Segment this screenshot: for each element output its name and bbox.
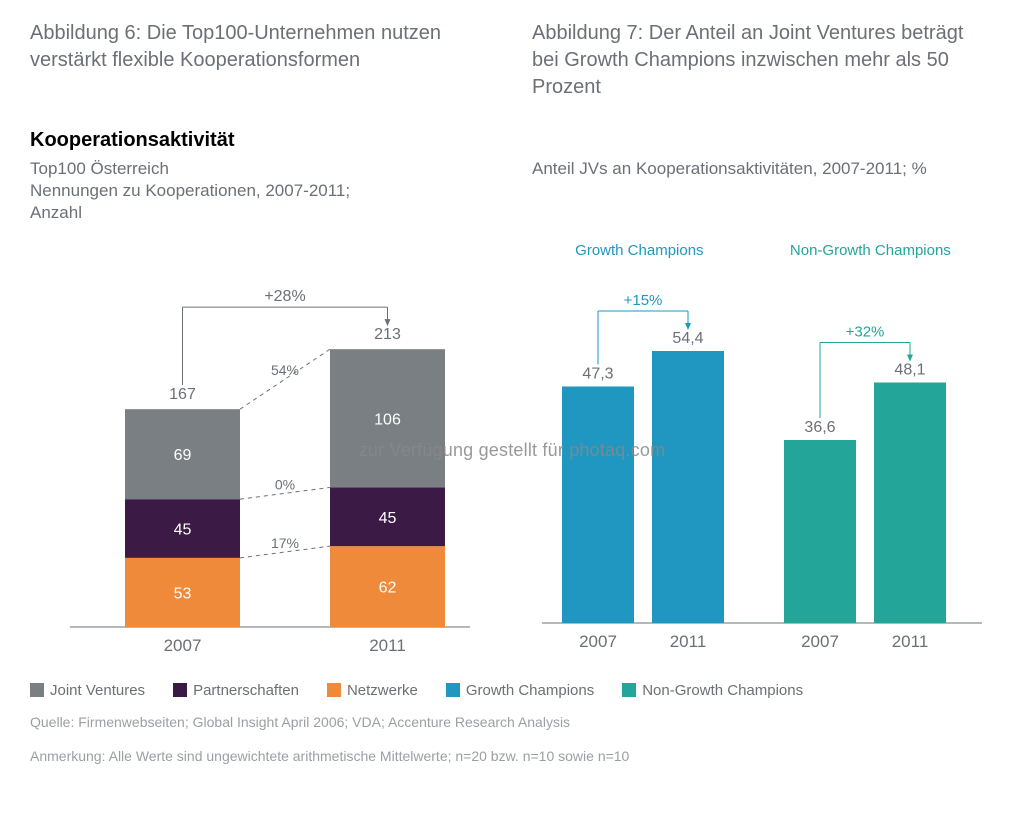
svg-text:54%: 54% [271, 362, 299, 378]
svg-text:2011: 2011 [670, 632, 707, 651]
legend-partnerships: Partnerschaften [173, 682, 299, 699]
legend-gc-label: Growth Champions [466, 682, 594, 699]
group-non-growth-champions-label: Non-Growth Champions [790, 242, 951, 259]
section-title: Kooperationsaktivität [30, 129, 994, 152]
figure7-chart: Growth Champions Non-Growth Champions 47… [532, 242, 994, 672]
svg-text:213: 213 [374, 326, 401, 343]
group-growth-champions-label: Growth Champions [575, 242, 703, 259]
legend-row: Joint Ventures Partnerschaften Netzwerke… [30, 682, 994, 699]
svg-text:48,1: 48,1 [894, 362, 925, 379]
figure7-subtitle: Anteil JVs an Kooperationsaktivitäten, 2… [532, 158, 994, 224]
figure6-subtitle: Top100 Österreich Nennungen zu Kooperati… [30, 158, 492, 224]
figure6-sub2: Nennungen zu Kooperationen, 2007-2011; [30, 181, 350, 200]
legend-pa-label: Partnerschaften [193, 682, 299, 699]
svg-text:+32%: +32% [846, 324, 885, 341]
figure6-title: Abbildung 6: Die Top100-Unternehmen nutz… [30, 20, 492, 101]
figure6-sub3: Anzahl [30, 203, 82, 222]
legend-growth-champions: Growth Champions [446, 682, 594, 699]
svg-text:36,6: 36,6 [804, 419, 835, 436]
svg-text:53: 53 [174, 586, 192, 603]
stacked-bar-svg: 53 45 69 167 2007 62 45 106 213 2011 +28% 54% 0% 17% [30, 242, 490, 672]
svg-text:45: 45 [174, 522, 192, 539]
figure7-title: Abbildung 7: Der Anteil an Joint Venture… [532, 20, 994, 101]
legend-non-growth-champions: Non-Growth Champions [622, 682, 803, 699]
note-line: Anmerkung: Alle Werte sind ungewichtete … [30, 747, 994, 767]
legend-joint-ventures: Joint Ventures [30, 682, 145, 699]
svg-text:2007: 2007 [801, 632, 839, 651]
svg-text:2007: 2007 [164, 636, 202, 655]
svg-text:106: 106 [374, 412, 401, 429]
svg-text:54,4: 54,4 [672, 330, 703, 347]
svg-text:2007: 2007 [579, 632, 617, 651]
svg-text:2011: 2011 [369, 636, 406, 655]
svg-text:62: 62 [379, 580, 397, 597]
svg-text:69: 69 [174, 447, 192, 464]
svg-text:0%: 0% [275, 477, 295, 493]
svg-text:167: 167 [169, 386, 196, 403]
figure6-chart: 53 45 69 167 2007 62 45 106 213 2011 +28% 54% 0% 17% [30, 242, 492, 672]
svg-text:2011: 2011 [892, 632, 929, 651]
svg-text:17%: 17% [271, 535, 299, 551]
svg-text:+28%: +28% [264, 288, 305, 305]
legend-networks: Netzwerke [327, 682, 418, 699]
legend-ngc-label: Non-Growth Champions [642, 682, 803, 699]
figure6-sub1: Top100 Österreich [30, 159, 169, 178]
grouped-bar-svg: 47,3 2007 54,4 2011 +15% 36,6 2007 48,1 2011 +32% [532, 263, 992, 668]
source-line: Quelle: Firmenwebseiten; Global Insight … [30, 713, 994, 733]
svg-text:+15%: +15% [624, 292, 663, 309]
svg-text:47,3: 47,3 [582, 366, 613, 383]
legend-jv-label: Joint Ventures [50, 682, 145, 699]
legend-nw-label: Netzwerke [347, 682, 418, 699]
svg-text:45: 45 [379, 510, 397, 527]
